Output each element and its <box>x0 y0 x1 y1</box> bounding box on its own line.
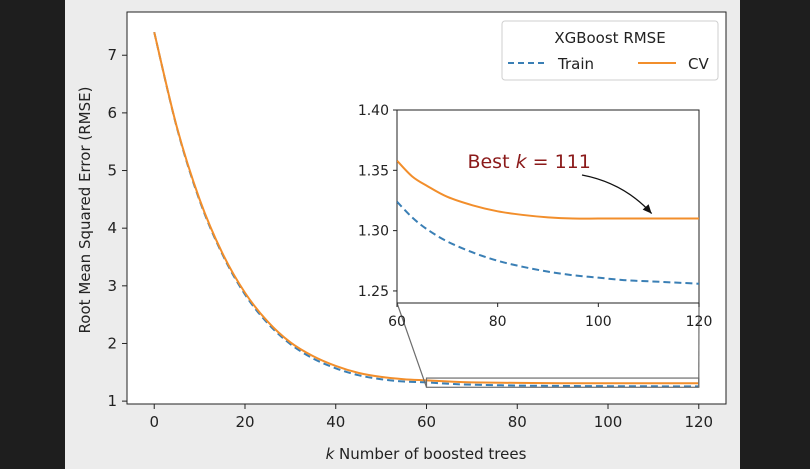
inset-x-tick-label: 80 <box>489 314 507 330</box>
legend-cv-label: CV <box>688 55 709 73</box>
y-tick-label: 6 <box>107 104 117 122</box>
legend-box <box>501 20 719 81</box>
y-tick-label: 3 <box>107 277 117 295</box>
main-y-ticks: 1 2 3 4 5 6 7 <box>107 46 127 410</box>
inset-line-cv <box>397 159 699 220</box>
y-tick-label: 7 <box>107 46 117 64</box>
legend-train-label: Train <box>557 55 594 73</box>
inset-series-lines <box>397 159 699 285</box>
inset-y-ticks: 1.25 1.30 1.35 1.40 <box>358 103 397 300</box>
zoom-indicator <box>396 302 700 388</box>
y-axis-label: Root Mean Squared Error (RMSE) <box>76 87 94 334</box>
x-tick-label: 40 <box>326 413 345 431</box>
series-line-cv <box>153 31 699 385</box>
x-tick-label: 80 <box>508 413 527 431</box>
legend-title: XGBoost RMSE <box>554 29 665 47</box>
inset-x-tick-label: 100 <box>585 314 612 330</box>
inset-line-train <box>397 200 699 285</box>
x-axis-label: k Number of boosted trees <box>326 445 527 463</box>
legend: XGBoost RMSE Train CV <box>501 20 719 81</box>
inset-plot-area <box>396 109 700 304</box>
main-x-ticks: 0 20 40 60 80 100 120 <box>149 404 713 431</box>
inset-axes: 60 80 100 120 1.25 1.30 1.35 1.40 Best k = 111 <box>358 103 713 330</box>
inset-x-ticks: 60 80 100 120 <box>388 303 712 330</box>
annotation-text: Best k = 111 <box>467 151 590 173</box>
x-tick-label: 60 <box>417 413 436 431</box>
y-tick-label: 4 <box>107 219 117 237</box>
inset-x-tick-label: 60 <box>388 314 406 330</box>
x-tick-label: 120 <box>684 413 713 431</box>
x-tick-label: 20 <box>235 413 254 431</box>
y-tick-label: 5 <box>107 162 117 180</box>
zoom-connector-left <box>396 302 428 388</box>
y-tick-label: 2 <box>107 334 117 352</box>
y-tick-label: 1 <box>107 392 117 410</box>
inset-x-tick-label: 120 <box>686 314 713 330</box>
inset-y-tick-label: 1.25 <box>358 284 389 300</box>
x-tick-label: 100 <box>594 413 623 431</box>
annotation-arrowhead <box>642 204 652 214</box>
inset-y-tick-label: 1.35 <box>358 163 389 179</box>
main-series-lines <box>153 31 699 388</box>
inset-y-tick-label: 1.40 <box>358 103 389 119</box>
x-tick-label: 0 <box>149 413 159 431</box>
inset-y-tick-label: 1.30 <box>358 224 389 240</box>
best-k-annotation: Best k = 111 <box>467 151 653 214</box>
